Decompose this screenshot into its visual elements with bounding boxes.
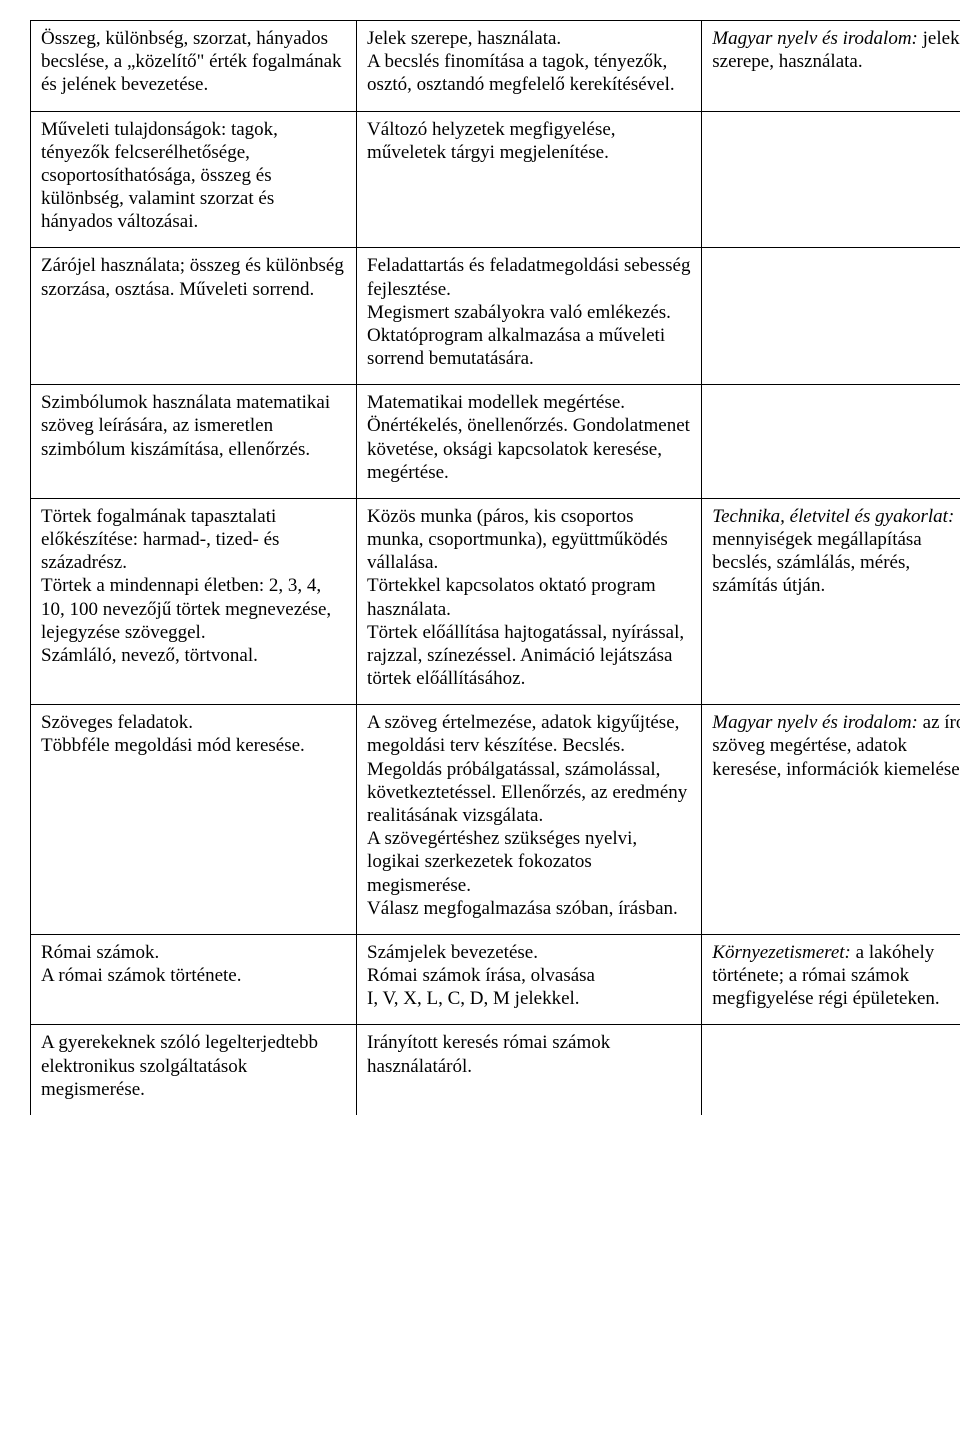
cell-connection	[702, 1025, 960, 1115]
cell-topic: A gyerekeknek szóló legelterjedtebb elek…	[31, 1025, 357, 1115]
table-row: Zárójel használata; összeg és különbség …	[31, 248, 960, 385]
cell-connection	[702, 385, 960, 499]
table-row: Római számok.A római számok története.Sz…	[31, 934, 960, 1025]
table-row: Összeg, különbség, szorzat, hányados bec…	[31, 21, 960, 112]
cell-topic: Műveleti tulajdonságok: tagok, tényezők …	[31, 111, 357, 248]
cell-topic: Szimbólumok használata matematikai szöve…	[31, 385, 357, 499]
cell-activity: Matematikai modellek megértése. Önértéke…	[357, 385, 702, 499]
cell-topic: Szöveges feladatok.Többféle megoldási mó…	[31, 705, 357, 935]
cell-connection: Magyar nyelv és irodalom: jelek szerepe,…	[702, 21, 960, 112]
cell-connection	[702, 248, 960, 385]
cell-activity: Feladattartás és feladatmegoldási sebess…	[357, 248, 702, 385]
cell-connection: Környezetismeret: a lakóhely története; …	[702, 934, 960, 1025]
cell-activity: A szöveg értelmezése, adatok kigyűjtése,…	[357, 705, 702, 935]
cell-connection: Technika, életvitel és gyakorlat: mennyi…	[702, 498, 960, 704]
table-row: A gyerekeknek szóló legelterjedtebb elek…	[31, 1025, 960, 1115]
table-row: Törtek fogalmának tapasztalati előkészít…	[31, 498, 960, 704]
cell-topic: Római számok.A római számok története.	[31, 934, 357, 1025]
curriculum-table: Összeg, különbség, szorzat, hányados bec…	[30, 20, 960, 1115]
cell-activity: Jelek szerepe, használata.A becslés fino…	[357, 21, 702, 112]
cell-connection	[702, 111, 960, 248]
table-row: Szimbólumok használata matematikai szöve…	[31, 385, 960, 499]
cell-activity: Számjelek bevezetése.Római számok írása,…	[357, 934, 702, 1025]
cell-activity: Közös munka (páros, kis csoportos munka,…	[357, 498, 702, 704]
subject-name: Magyar nyelv és irodalom:	[712, 712, 918, 733]
subject-name: Környezetismeret:	[712, 942, 851, 963]
subject-detail: mennyiségek megállapítása becslés, száml…	[712, 529, 921, 596]
cell-connection: Magyar nyelv és irodalom: az írott szöve…	[702, 705, 960, 935]
table-row: Szöveges feladatok.Többféle megoldási mó…	[31, 705, 960, 935]
subject-name: Magyar nyelv és irodalom:	[712, 28, 918, 49]
subject-name: Technika, életvitel és gyakorlat:	[712, 506, 954, 527]
cell-topic: Törtek fogalmának tapasztalati előkészít…	[31, 498, 357, 704]
cell-topic: Összeg, különbség, szorzat, hányados bec…	[31, 21, 357, 112]
cell-activity: Irányított keresés római számok használa…	[357, 1025, 702, 1115]
table-row: Műveleti tulajdonságok: tagok, tényezők …	[31, 111, 960, 248]
cell-topic: Zárójel használata; összeg és különbség …	[31, 248, 357, 385]
cell-activity: Változó helyzetek megfigyelése, művelete…	[357, 111, 702, 248]
